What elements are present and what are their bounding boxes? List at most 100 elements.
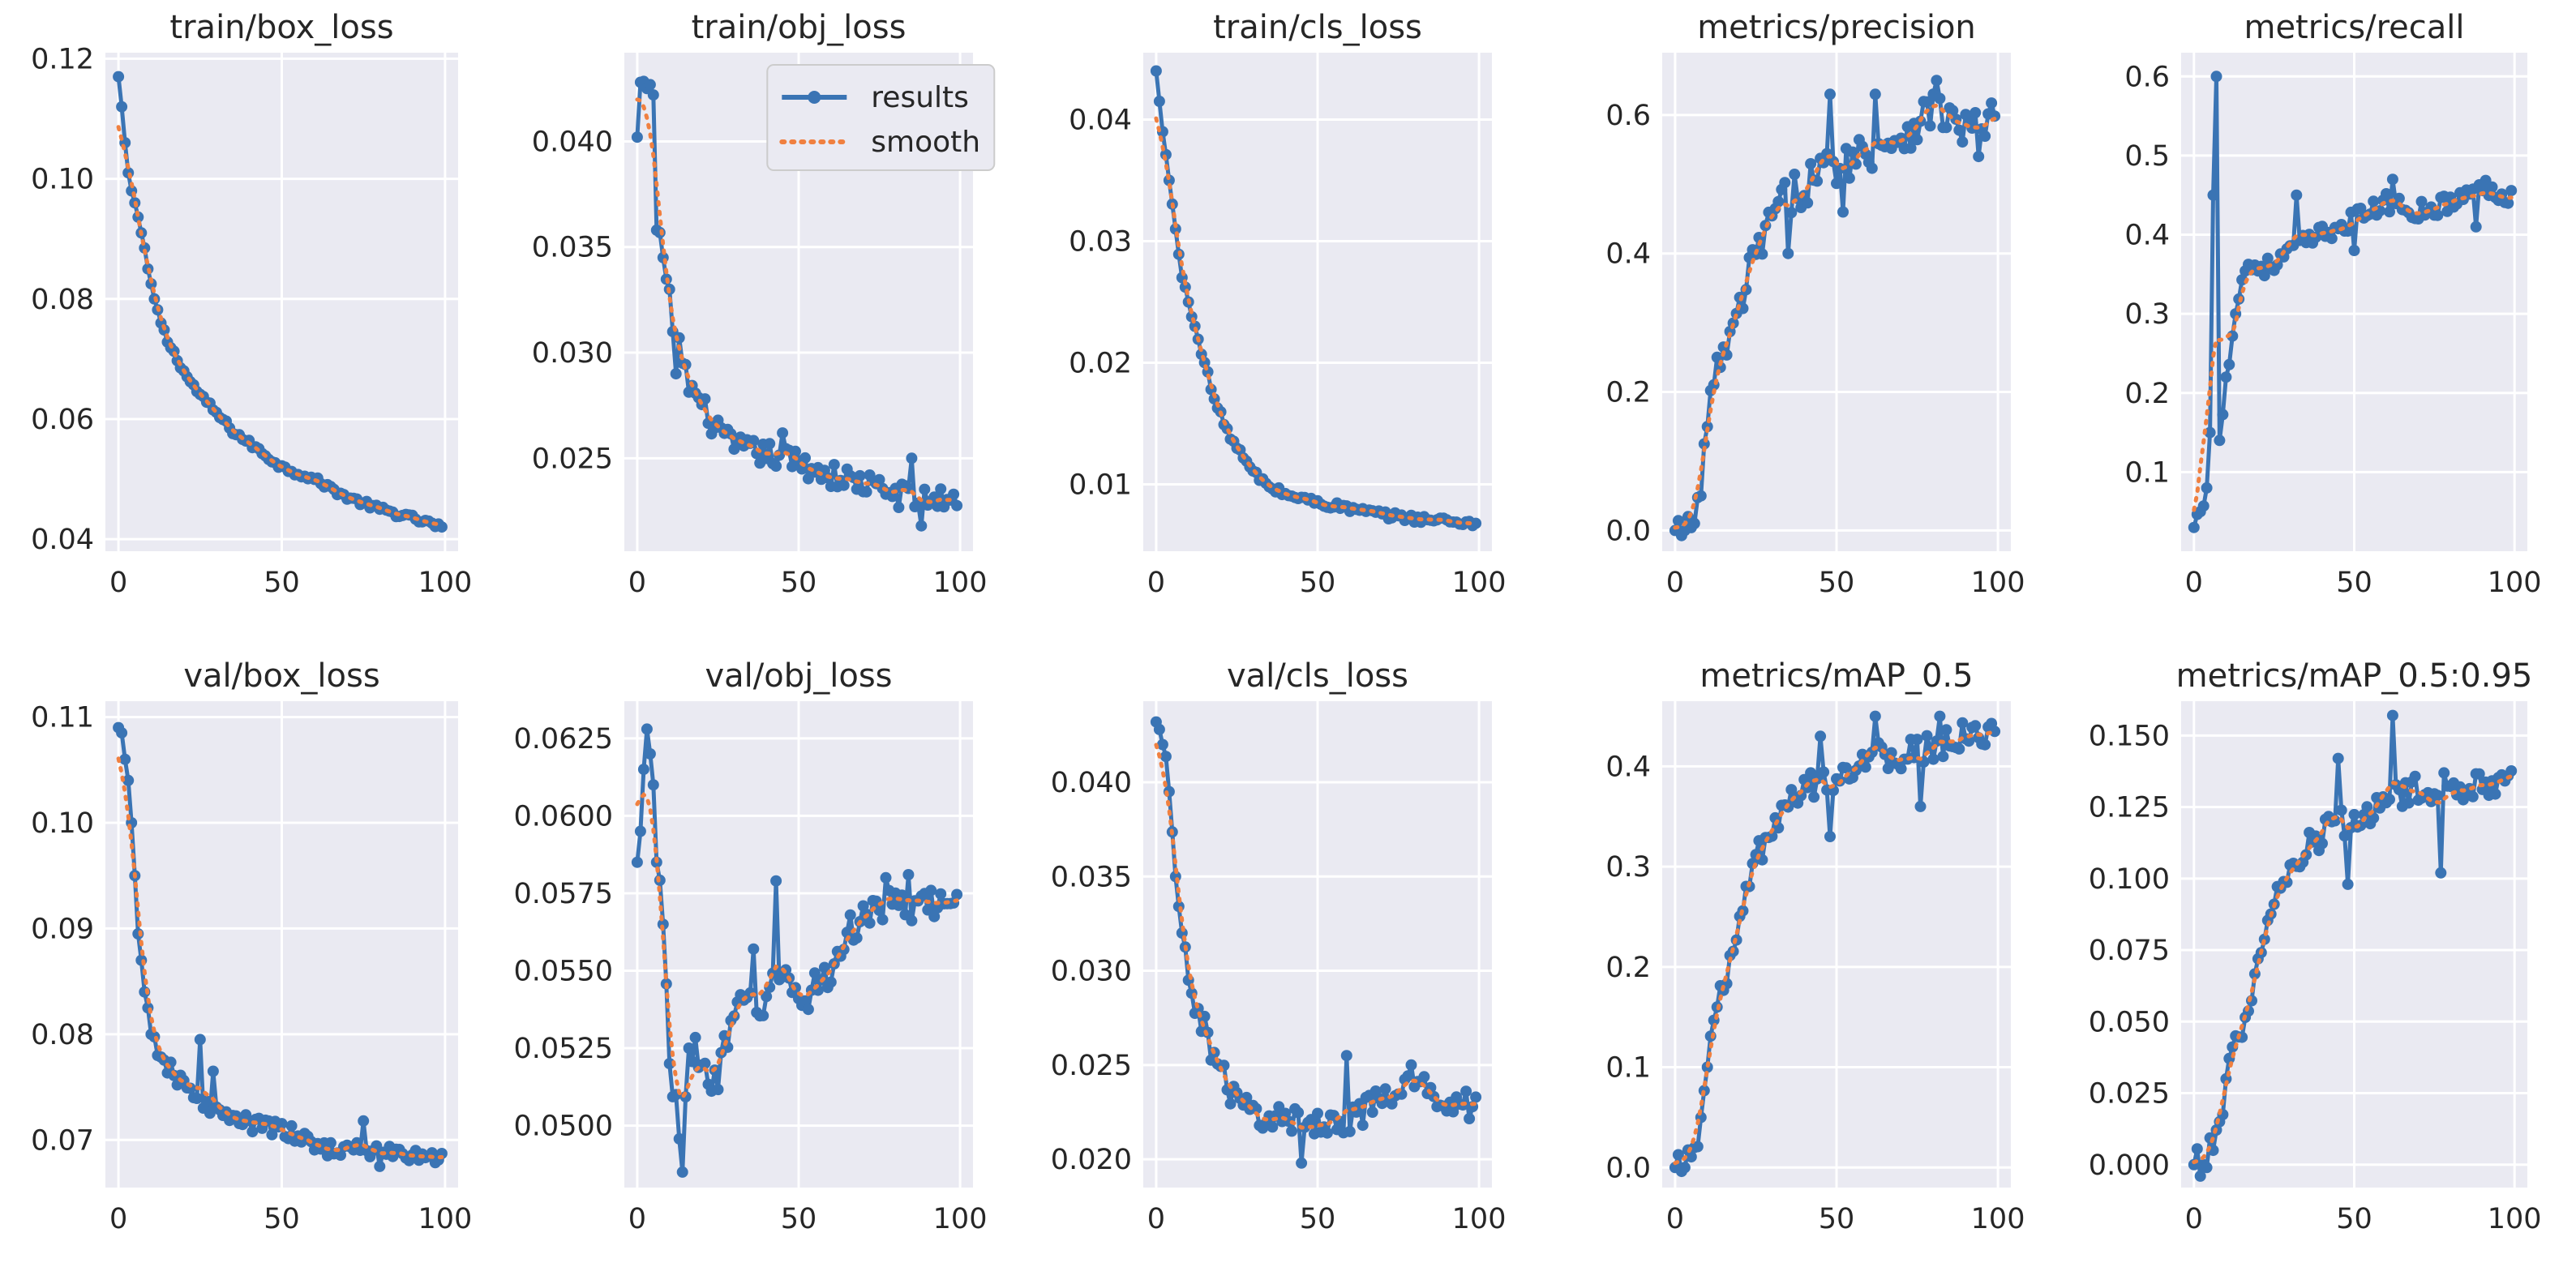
results-point bbox=[683, 1042, 695, 1054]
results-point bbox=[902, 869, 915, 880]
x-tick-label: 0 bbox=[628, 1203, 646, 1235]
results-point bbox=[1695, 490, 1707, 502]
results-point bbox=[1924, 120, 1936, 132]
results-point bbox=[2489, 788, 2501, 800]
y-tick-label: 0.025 bbox=[532, 443, 613, 475]
results-point bbox=[1153, 96, 1165, 107]
x-tick-label: 0 bbox=[1666, 1203, 1684, 1235]
results-point bbox=[2342, 225, 2354, 238]
x-tick-label: 100 bbox=[418, 1203, 472, 1235]
results-point bbox=[2438, 767, 2450, 779]
smooth-line bbox=[2192, 190, 2514, 512]
smooth-line bbox=[1673, 730, 1997, 1166]
y-tick-label: 0.09 bbox=[31, 913, 94, 945]
y-tick-label: 0.000 bbox=[2089, 1149, 2170, 1182]
results-point bbox=[2502, 197, 2514, 209]
subplot-title: val/cls_loss bbox=[1227, 657, 1408, 695]
results-point bbox=[860, 486, 872, 498]
smooth-line bbox=[1673, 103, 1997, 530]
results-point bbox=[873, 905, 885, 917]
results-point bbox=[1678, 1162, 1691, 1174]
x-tick-label: 0 bbox=[109, 567, 127, 599]
x-tick-label: 50 bbox=[1300, 567, 1336, 599]
y-tick-label: 0.2 bbox=[1605, 377, 1651, 409]
results-point bbox=[2381, 188, 2392, 199]
subplot-title: val/obj_loss bbox=[705, 657, 892, 695]
results-point bbox=[132, 211, 144, 223]
y-tick-label: 0.030 bbox=[532, 337, 613, 370]
subplot-title: metrics/mAP_0.5 bbox=[1699, 657, 1973, 695]
results-point bbox=[374, 1160, 386, 1172]
results-point bbox=[1895, 763, 1907, 775]
smooth-line bbox=[1154, 116, 1478, 526]
y-tick-label: 0.0 bbox=[1605, 515, 1651, 547]
results-point bbox=[145, 278, 157, 290]
y-tick-label: 0.5 bbox=[2124, 140, 2170, 173]
y-tick-label: 0.10 bbox=[31, 164, 94, 196]
results-point bbox=[748, 943, 760, 955]
y-tick-label: 0.11 bbox=[31, 702, 94, 734]
results-point bbox=[1224, 1098, 1237, 1110]
results-point bbox=[1815, 730, 1827, 743]
results-point bbox=[1934, 92, 1946, 105]
results-point bbox=[906, 914, 918, 927]
results-point bbox=[194, 1034, 206, 1046]
x-tick-label: 100 bbox=[933, 567, 988, 599]
results-point bbox=[435, 521, 448, 533]
results-point bbox=[799, 452, 811, 464]
y-tick-label: 0.0550 bbox=[514, 955, 613, 987]
results-point bbox=[358, 1115, 370, 1127]
y-tick-label: 0.3 bbox=[2124, 298, 2170, 331]
results-point bbox=[1989, 726, 2001, 738]
results-point bbox=[1169, 223, 1181, 235]
y-tick-label: 0.02 bbox=[1069, 348, 1132, 380]
x-tick-label: 100 bbox=[418, 567, 472, 599]
results-point bbox=[2220, 371, 2232, 383]
subplot-title: train/cls_loss bbox=[1213, 9, 1422, 46]
results-point bbox=[951, 499, 963, 512]
results-point bbox=[2271, 259, 2283, 271]
results-point bbox=[1808, 791, 1820, 803]
subplot-1: train/obj_loss 0 50 100 0.025 0.030 0.035 0.040… bbox=[532, 9, 996, 599]
results-point bbox=[2261, 252, 2274, 264]
results-point bbox=[2188, 521, 2200, 533]
results-point bbox=[877, 914, 889, 926]
results-point bbox=[1940, 724, 1952, 736]
x-tick-label: 50 bbox=[264, 1203, 300, 1235]
y-tick-label: 0.025 bbox=[2089, 1078, 2170, 1111]
y-tick-label: 0.4 bbox=[2124, 220, 2170, 252]
results-point bbox=[631, 131, 643, 143]
results-point bbox=[777, 427, 789, 439]
y-tick-label: 0.04 bbox=[31, 524, 94, 556]
y-tick-label: 0.6 bbox=[1605, 100, 1651, 132]
results-point bbox=[246, 1126, 259, 1138]
results-point bbox=[1986, 97, 1998, 109]
results-point bbox=[1970, 107, 1982, 118]
results-point bbox=[139, 242, 151, 254]
legend-results-marker bbox=[808, 91, 821, 104]
smooth-line bbox=[116, 125, 444, 527]
results-point bbox=[1908, 751, 1920, 764]
y-tick-label: 0.4 bbox=[1605, 238, 1651, 271]
results-point bbox=[2467, 790, 2479, 803]
y-tick-label: 0.04 bbox=[1069, 105, 1132, 137]
y-tick-label: 0.0600 bbox=[514, 800, 613, 833]
results-point bbox=[1869, 710, 1881, 722]
results-point bbox=[770, 875, 782, 887]
results-point bbox=[1150, 65, 1162, 77]
results-point bbox=[1379, 1083, 1391, 1095]
results-point bbox=[2355, 203, 2367, 214]
y-tick-label: 0.10 bbox=[31, 807, 94, 840]
results-point bbox=[119, 753, 131, 765]
results-point bbox=[1366, 1106, 1378, 1118]
results-point bbox=[1979, 738, 1991, 751]
results-point bbox=[2317, 837, 2328, 850]
results-point bbox=[1846, 146, 1858, 158]
results-point bbox=[1402, 1070, 1414, 1082]
results-point bbox=[825, 976, 837, 988]
results-point bbox=[116, 727, 128, 739]
results-point bbox=[2361, 801, 2373, 813]
x-tick-label: 100 bbox=[1452, 1203, 1507, 1235]
x-tick-label: 0 bbox=[109, 1203, 127, 1235]
